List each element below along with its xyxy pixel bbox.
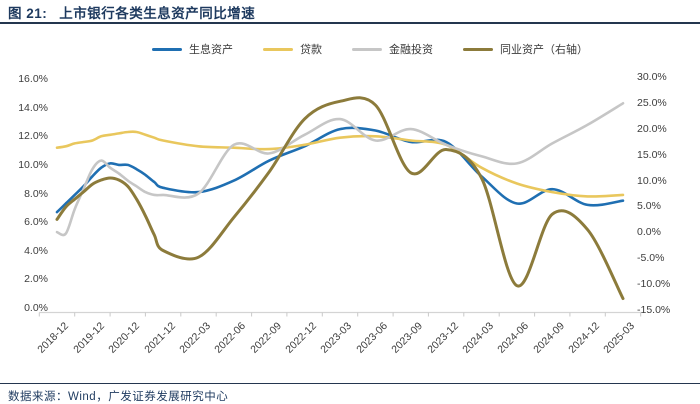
left-axis-label: 8.0% bbox=[24, 187, 48, 200]
left-axis-label: 2.0% bbox=[24, 273, 48, 286]
right-axis-label: -10.0% bbox=[637, 278, 671, 291]
series-line-0 bbox=[55, 126, 625, 214]
left-axis-label: 4.0% bbox=[24, 244, 48, 257]
right-axis-label: -5.0% bbox=[637, 252, 665, 265]
legend-label: 贷款 bbox=[300, 44, 322, 56]
legend-label: 生息资产 bbox=[189, 44, 233, 56]
legend-label: 同业资产（右轴） bbox=[500, 44, 588, 56]
right-axis-label: 0.0% bbox=[637, 226, 661, 239]
figure-header: 图 21: 上市银行各类生息资产同比增速 bbox=[0, 0, 700, 24]
legend-swatch bbox=[152, 47, 182, 51]
right-axis-label: 10.0% bbox=[637, 174, 667, 187]
legend: 生息资产 贷款 金融投资 同业资产（右轴） bbox=[40, 41, 700, 57]
left-axis-label: 10.0% bbox=[18, 158, 48, 171]
legend-label: 金融投资 bbox=[389, 44, 433, 56]
legend-swatch bbox=[263, 47, 293, 51]
right-axis-label: 5.0% bbox=[637, 200, 661, 213]
legend-item: 同业资产（右轴） bbox=[463, 41, 588, 57]
right-axis-label: 15.0% bbox=[637, 148, 667, 161]
source-note: 数据来源： Wind，广发证券发展研究中心 bbox=[8, 388, 228, 404]
series-line-3 bbox=[55, 96, 625, 301]
left-axis-label: 12.0% bbox=[18, 130, 48, 143]
footer-rule bbox=[0, 383, 700, 384]
right-axis-label: -15.0% bbox=[637, 304, 671, 316]
left-axis-label: 14.0% bbox=[18, 101, 48, 114]
right-axis-label: 20.0% bbox=[637, 122, 667, 135]
series-line-1 bbox=[55, 130, 625, 198]
legend-swatch bbox=[463, 47, 493, 51]
right-axis-label: 25.0% bbox=[637, 96, 667, 109]
left-axis-label: 6.0% bbox=[24, 216, 48, 229]
left-axis-label: 16.0% bbox=[18, 73, 48, 85]
figure-title: 上市银行各类生息资产同比增速 bbox=[59, 6, 256, 21]
legend-swatch bbox=[352, 47, 382, 51]
series-line-2 bbox=[55, 102, 625, 237]
legend-item: 生息资产 bbox=[152, 41, 233, 57]
legend-item: 贷款 bbox=[263, 41, 322, 57]
left-axis-label: 0.0% bbox=[24, 302, 48, 314]
legend-item: 金融投资 bbox=[352, 41, 433, 57]
source-label: 数据来源： bbox=[8, 390, 68, 403]
figure-number: 图 21: bbox=[8, 6, 48, 21]
source-text: Wind，广发证券发展研究中心 bbox=[68, 390, 229, 403]
right-axis-label: 30.0% bbox=[637, 71, 667, 83]
